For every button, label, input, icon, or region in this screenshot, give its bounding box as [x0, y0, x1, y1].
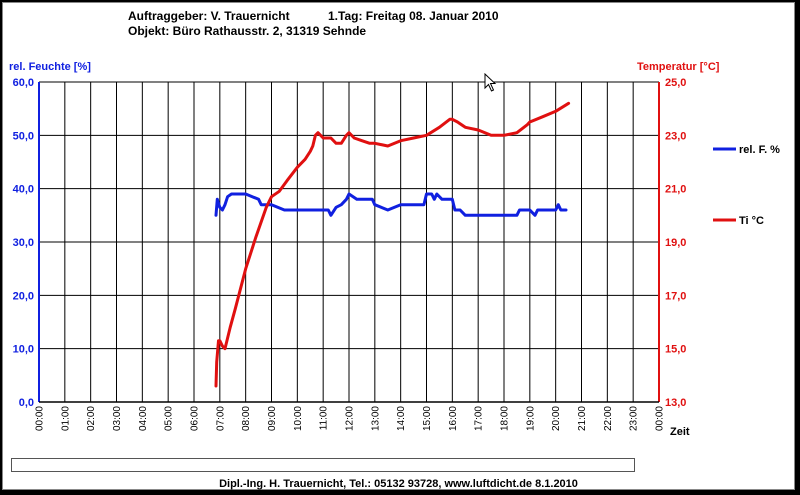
legend-label: Ti °C	[739, 215, 764, 227]
legend-label: rel. F. %	[739, 144, 780, 156]
y-right-tick-label: 13,0	[665, 397, 686, 409]
x-tick-label: 08:00	[241, 406, 252, 431]
y-right-tick-label: 19,0	[665, 237, 686, 249]
x-tick-label: 22:00	[603, 406, 614, 431]
x-tick-label: 10:00	[293, 406, 304, 431]
chart-grid	[39, 82, 659, 402]
y-left-tick-label: 50,0	[13, 130, 34, 142]
y-left-tick-label: 60,0	[13, 77, 34, 89]
y-left-tick-label: 30,0	[13, 237, 34, 249]
left-axis-label: rel. Feuchte [%]	[9, 61, 91, 73]
x-tick-label: 03:00	[112, 406, 123, 431]
x-tick-label: 00:00	[35, 406, 46, 431]
chart-legend: rel. F. % Ti °C	[713, 144, 780, 227]
y-right-tick-label: 23,0	[665, 130, 686, 142]
report-window: Auftraggeber: V. Trauernicht Objekt: Bür…	[2, 2, 795, 490]
x-tick-label: 19:00	[525, 406, 536, 431]
chart: 00:00 01:00 02:00 03:00 04:00 05:00 06:00 07:00…	[3, 3, 794, 489]
x-tick-label: 09:00	[267, 406, 278, 431]
x-tick-label: 17:00	[474, 406, 485, 431]
x-tick-label: 20:00	[551, 406, 562, 431]
x-tick-label: 21:00	[577, 406, 588, 431]
x-tick-label: 07:00	[215, 406, 226, 431]
y-left-tick-label: 20,0	[13, 290, 34, 302]
x-tick-label: 01:00	[60, 406, 71, 431]
x-tick-label: 12:00	[345, 406, 356, 431]
series-line-temperature	[216, 103, 569, 386]
y-right-tick-label: 17,0	[665, 290, 686, 302]
footer-text: Dipl.-Ing. H. Trauernicht, Tel.: 05132 9…	[3, 478, 794, 490]
chart-series	[216, 103, 569, 386]
x-tick-label: 23:00	[629, 406, 640, 431]
y-left-tick-label: 40,0	[13, 184, 34, 196]
y-left-tick-label: 0,0	[19, 397, 34, 409]
x-tick-label: 04:00	[138, 406, 149, 431]
x-tick-label: 14:00	[396, 406, 407, 431]
x-tick-label: 02:00	[86, 406, 97, 431]
x-tick-label: 16:00	[448, 406, 459, 431]
x-tick-label: 00:00	[655, 406, 666, 431]
x-tick-label: 06:00	[190, 406, 201, 431]
y-right-tick-label: 15,0	[665, 344, 686, 356]
right-axis-label: Temperatur [°C]	[637, 61, 720, 73]
x-tick-label: 05:00	[164, 406, 175, 431]
y-left-tick-label: 10,0	[13, 344, 34, 356]
x-axis-label: Zeit	[670, 426, 690, 438]
x-tick-label: 11:00	[319, 406, 330, 431]
y-right-tick-label: 21,0	[665, 184, 686, 196]
x-tick-label: 15:00	[422, 406, 433, 431]
x-tick-label: 18:00	[500, 406, 511, 431]
mouse-pointer-icon	[484, 73, 498, 93]
y-right-tick-label: 25,0	[665, 77, 686, 89]
x-tick-label: 13:00	[370, 406, 381, 431]
horizontal-scrollbar[interactable]	[11, 458, 635, 472]
